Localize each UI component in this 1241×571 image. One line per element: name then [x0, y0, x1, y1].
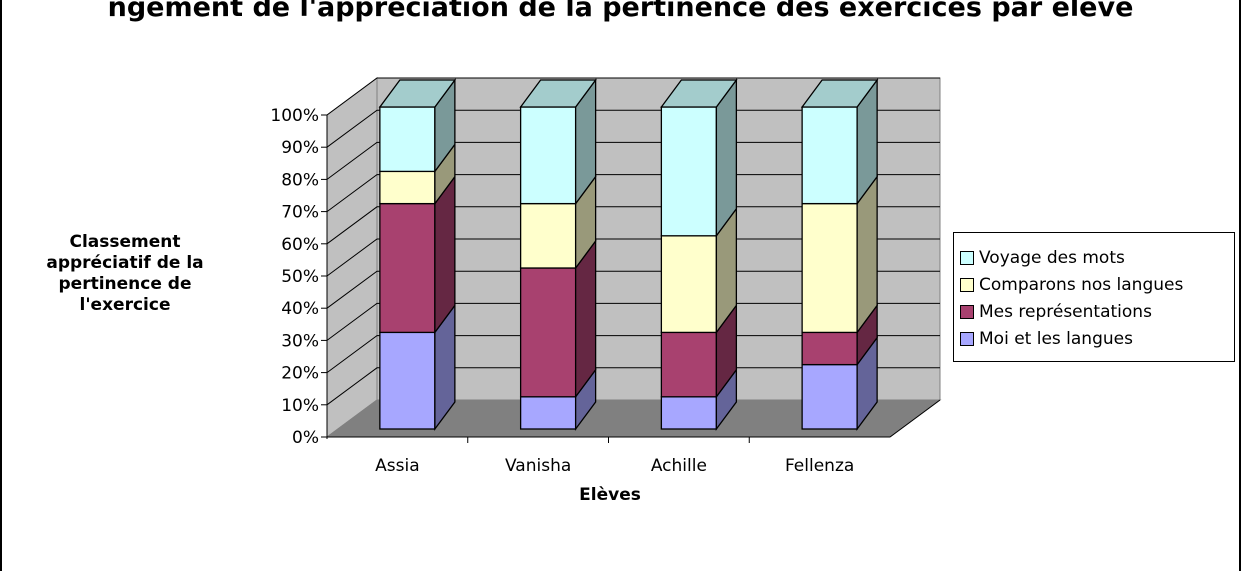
- legend-item: Comparons nos langues: [960, 271, 1234, 298]
- legend-item: Moi et les langues: [960, 325, 1234, 352]
- x-tick-label: Fellenza: [785, 456, 854, 476]
- gridline: [326, 174, 940, 213]
- y-axis-label: Classement appréciatif de la pertinence …: [46, 232, 204, 315]
- gridline: [326, 335, 940, 374]
- legend-label: Voyage des mots: [979, 247, 1125, 268]
- y-tick-label: 20%: [281, 364, 319, 384]
- y-tick-label: 10%: [281, 396, 319, 416]
- bar-segment: [660, 367, 738, 431]
- y-tick-label: 90%: [281, 138, 319, 158]
- gridline: [326, 367, 940, 406]
- bar-segment: [519, 367, 597, 431]
- gridline: [326, 77, 940, 116]
- x-tick-label: Achille: [651, 456, 707, 476]
- legend-label: Comparons nos langues: [979, 274, 1184, 295]
- y-tick-label: 50%: [281, 267, 319, 287]
- gridline: [326, 206, 940, 245]
- gridline: [326, 302, 940, 341]
- y-tick-label: 80%: [281, 170, 319, 190]
- bar-segment: [379, 303, 456, 431]
- gridline: [326, 238, 940, 277]
- x-tick-label: Assia: [375, 456, 419, 476]
- bar-segment: [519, 239, 597, 399]
- x-tick-label: Vanisha: [505, 456, 571, 476]
- y-tick-label: 60%: [281, 235, 319, 255]
- y-tick-label: 100%: [270, 106, 319, 126]
- y-tick-label: 70%: [281, 203, 319, 223]
- legend-label: Moi et les langues: [979, 328, 1133, 349]
- legend-swatch: [960, 277, 974, 292]
- gridline: [326, 109, 940, 148]
- bar-segment: [519, 174, 597, 270]
- legend-item: Voyage des mots: [960, 244, 1234, 271]
- floor-edge: [889, 399, 941, 438]
- legend-label: Mes représentations: [979, 301, 1152, 322]
- gridline: [326, 270, 940, 309]
- legend-swatch: [960, 304, 974, 319]
- bar-segment: [379, 174, 456, 335]
- legend: Voyage des mots Comparons nos langues Me…: [953, 232, 1235, 362]
- bar-segment: [378, 78, 457, 174]
- bar-segment: [801, 335, 878, 431]
- legend-swatch: [960, 331, 974, 346]
- legend-swatch: [960, 250, 974, 265]
- bar-segment: [660, 303, 738, 399]
- y-tick-label: 0%: [292, 428, 319, 448]
- bar-segment: [660, 78, 738, 238]
- y-tick-label: 30%: [281, 331, 319, 351]
- bar-segment: [801, 174, 878, 335]
- y-tick-label: 40%: [281, 299, 319, 319]
- gridline: [326, 141, 940, 180]
- x-axis-label: Elèves: [579, 485, 641, 505]
- legend-item: Mes représentations: [960, 298, 1234, 325]
- bar-segment: [519, 78, 597, 206]
- bar-segment: [800, 78, 879, 206]
- chart-title: ngement de l'appréciation de la pertinen…: [107, 0, 1134, 23]
